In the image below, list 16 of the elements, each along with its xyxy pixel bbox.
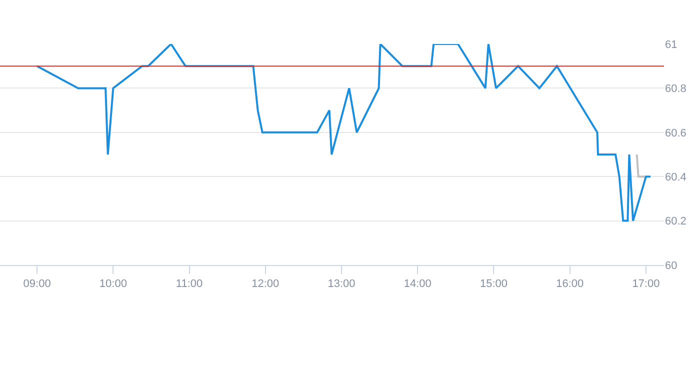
y-tick-label: 60.4 [665,171,686,184]
x-tick-label: 14:00 [404,278,432,290]
x-tick-label: 10:00 [99,278,127,290]
x-tick-label: 16:00 [556,278,584,290]
line-series [36,44,652,222]
x-tick-label: 11:00 [176,278,203,290]
y-tick-label: 60.8 [665,83,686,96]
x-tick-label: 09:00 [23,278,51,290]
x-tick-label: 13:00 [328,278,356,290]
y-tick-label: 61 [665,38,678,51]
y-tick-label: 60 [665,260,678,272]
x-tick-label: 17:00 [632,278,660,290]
y-tick-label: 60.6 [665,127,686,140]
y-tick-label: 60.2 [665,216,686,228]
x-tick-label: 12:00 [252,278,280,290]
x-tick-label: 15:00 [480,278,508,290]
